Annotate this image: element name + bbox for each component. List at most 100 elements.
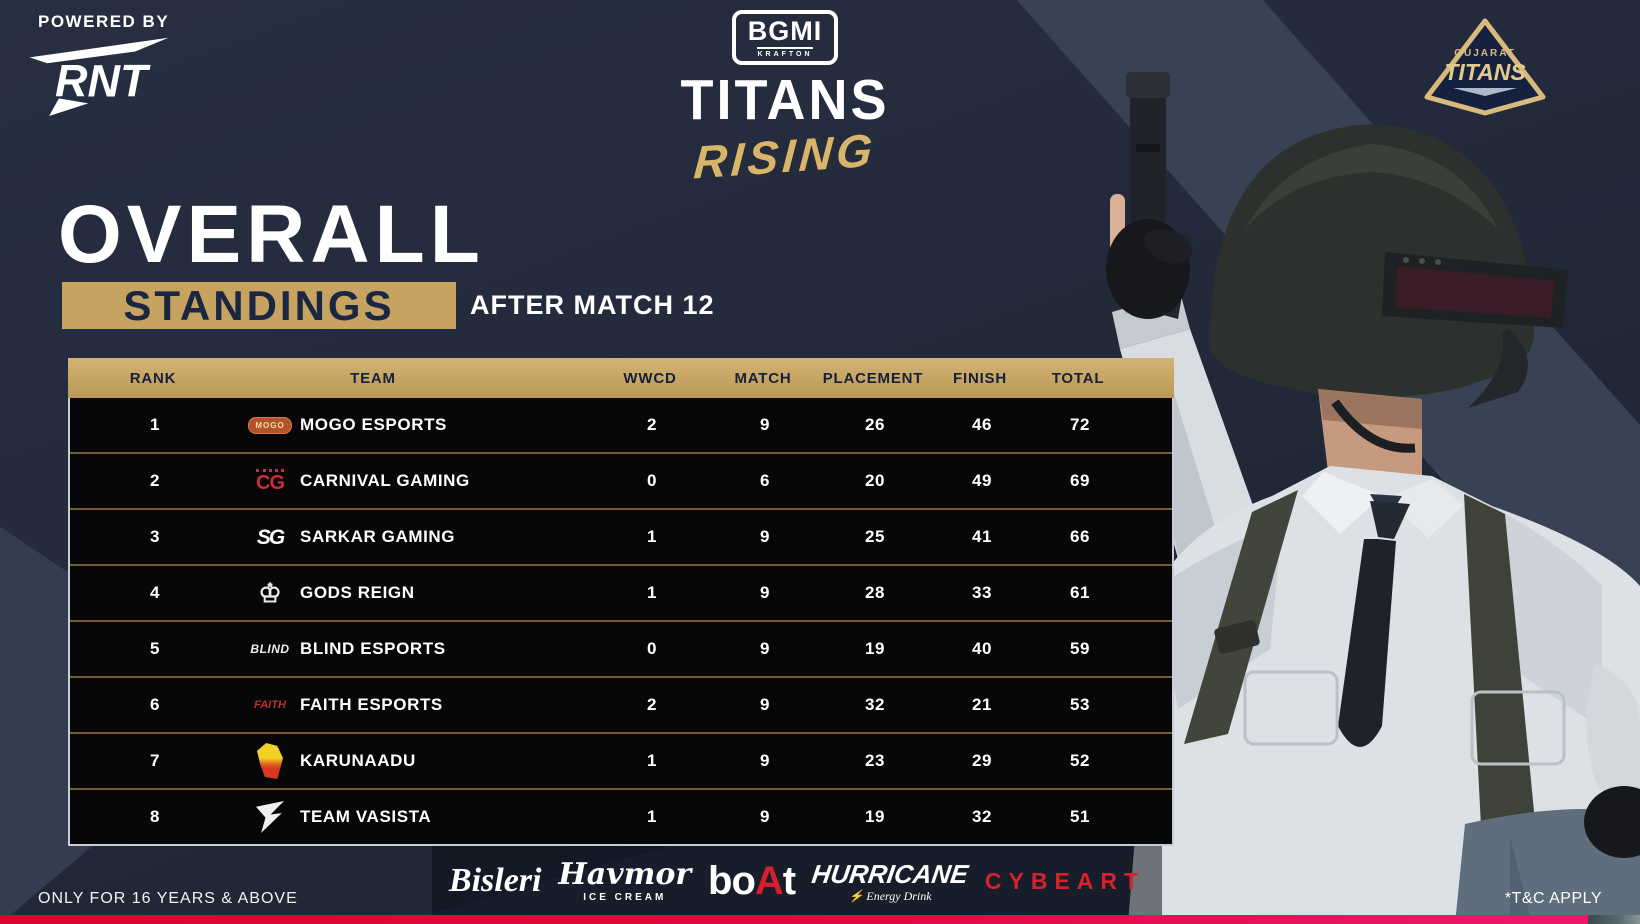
match-cell: 6	[760, 471, 770, 490]
placement-cell: 32	[865, 695, 885, 714]
placement-cell: 20	[865, 471, 885, 490]
bottom-accent-bar	[0, 915, 1640, 924]
page-title-overall: OVERALL	[58, 189, 485, 280]
bgmi-krafton-badge: BGMI KRAFTON	[731, 10, 839, 65]
hurricane-logo: HURRICANE ⚡ Energy Drink	[809, 858, 971, 902]
team-logo-gods-reign-icon: ♔	[258, 578, 282, 608]
rnt-logo-text: RNT	[55, 55, 151, 106]
placement-cell: 25	[865, 527, 885, 546]
havmor-logo: Havmor ICE CREAM	[558, 856, 692, 903]
match-cell: 9	[760, 807, 770, 826]
total-cell: 51	[1070, 807, 1090, 826]
wwcd-cell: 1	[647, 583, 657, 602]
team-name: FAITH ESPORTS	[300, 695, 443, 714]
total-cell: 69	[1070, 471, 1090, 490]
match-cell: 9	[760, 695, 770, 714]
table-row: 8 TEAM VASISTA 1 9 19 32 51	[70, 788, 1172, 844]
boat-bo: bo	[708, 859, 756, 903]
finish-cell: 32	[972, 807, 992, 826]
finish-cell: 41	[972, 527, 992, 546]
placement-cell: 28	[865, 583, 885, 602]
rank-cell: 1	[150, 415, 160, 434]
bolt-icon: ⚡	[848, 888, 864, 903]
total-cell: 61	[1070, 583, 1090, 602]
team-logo-mogo-esports-icon: MOGO	[248, 416, 292, 434]
header-total: TOTAL	[1051, 369, 1105, 387]
page-title-standings: STANDINGS	[123, 281, 395, 329]
table-body: 1 MOGO MOGO ESPORTS 2 9 26 46 72 2 CG CA…	[68, 398, 1174, 846]
match-cell: 9	[760, 639, 770, 658]
header-placement: PLACEMENT	[822, 369, 924, 387]
after-match-label: AFTER MATCH 12	[470, 290, 715, 320]
sponsor-strip: Bisleri Havmor ICE CREAM boAt HURRICANE …	[432, 846, 1162, 916]
table-row: 5 BLIND BLIND ESPORTS 0 9 19 40 59	[70, 620, 1172, 676]
standings-gold-bar: STANDINGS	[62, 282, 456, 329]
rank-cell: 4	[150, 583, 160, 602]
rank-cell: 3	[150, 527, 160, 546]
wwcd-cell: 0	[647, 471, 657, 490]
boat-logo: boAt	[708, 859, 796, 903]
placement-cell: 26	[865, 415, 885, 434]
bgmi-logo-text: BGMI	[747, 16, 823, 46]
bisleri-logo: Bisleri	[448, 862, 542, 899]
total-cell: 59	[1070, 639, 1090, 658]
cybeart-logo: CYBEART	[984, 867, 1146, 894]
team-logo-team-vasista-icon	[256, 801, 284, 833]
rnt-logo: RNT	[29, 37, 169, 117]
wwcd-cell: 0	[647, 639, 657, 658]
team-logo-carnival-gaming-icon: CG	[256, 469, 285, 493]
wwcd-cell: 1	[647, 527, 657, 546]
match-cell: 9	[760, 527, 770, 546]
placement-cell: 19	[865, 807, 885, 826]
hurricane-wordmark: HURRICANE	[809, 858, 971, 889]
table-row: 4 ♔ GODS REIGN 1 9 28 33 61	[70, 564, 1172, 620]
rank-cell: 7	[150, 751, 160, 770]
team-logo-blind-esports-icon: BLIND	[250, 642, 290, 656]
gujarat-titans-crest: GUJARAT TITANS	[1424, 18, 1546, 116]
table-row: 2 CG CARNIVAL GAMING 0 6 20 49 69	[70, 452, 1172, 508]
table-row: 1 MOGO MOGO ESPORTS 2 9 26 46 72	[70, 398, 1172, 452]
wwcd-cell: 2	[647, 695, 657, 714]
finish-cell: 46	[972, 415, 992, 434]
wwcd-cell: 1	[647, 807, 657, 826]
match-cell: 9	[760, 583, 770, 602]
energy-drink-text: Energy Drink	[866, 888, 932, 903]
table-row: 6 FAITH FAITH ESPORTS 2 9 32 21 53	[70, 676, 1172, 732]
team-logo-sarkar-gaming-icon: SG	[256, 525, 285, 549]
team-name: CARNIVAL GAMING	[300, 471, 470, 490]
match-cell: 9	[760, 751, 770, 770]
wwcd-cell: 1	[647, 751, 657, 770]
havmor-wordmark: Havmor	[558, 856, 692, 892]
header-team: TEAM	[350, 369, 396, 387]
team-name: SARKAR GAMING	[300, 527, 456, 546]
rank-cell: 6	[150, 695, 160, 714]
total-cell: 52	[1070, 751, 1090, 770]
wwcd-cell: 2	[647, 415, 657, 434]
header-match: MATCH	[734, 369, 792, 387]
team-name: TEAM VASISTA	[300, 807, 432, 826]
bottom-accent-bar-end	[1588, 915, 1640, 924]
rank-cell: 8	[150, 807, 160, 826]
hurricane-energy-drink-label: ⚡ Energy Drink	[812, 890, 968, 902]
rank-cell: 5	[150, 639, 160, 658]
boat-t: t	[782, 859, 796, 903]
team-logo-karunaadu-icon	[257, 743, 283, 779]
standings-table: RANK TEAM WWCD MATCH PLACEMENT FINISH TO…	[68, 358, 1174, 846]
header-finish: FINISH	[953, 369, 1007, 387]
boat-red-a: A	[754, 859, 784, 903]
team-logo-faith-esports-icon: FAITH	[254, 698, 286, 711]
team-name: MOGO ESPORTS	[300, 415, 447, 434]
havmor-ice-cream-label: ICE CREAM	[583, 891, 667, 903]
header-wwcd: WWCD	[623, 369, 677, 387]
team-name: BLIND ESPORTS	[300, 639, 446, 658]
crest-titans-text: TITANS	[1444, 59, 1526, 85]
header-rank: RANK	[129, 369, 177, 387]
placement-cell: 19	[865, 639, 885, 658]
table-row: 7 KARUNAADU 1 9 23 29 52	[70, 732, 1172, 788]
placement-cell: 23	[865, 751, 885, 770]
table-row: 3 SG SARKAR GAMING 1 9 25 41 66	[70, 508, 1172, 564]
terms-and-conditions-note: *T&C APPLY	[1504, 890, 1602, 907]
total-cell: 72	[1070, 415, 1090, 434]
tournament-logo: BGMI KRAFTON TITANS RISING	[640, 10, 930, 189]
